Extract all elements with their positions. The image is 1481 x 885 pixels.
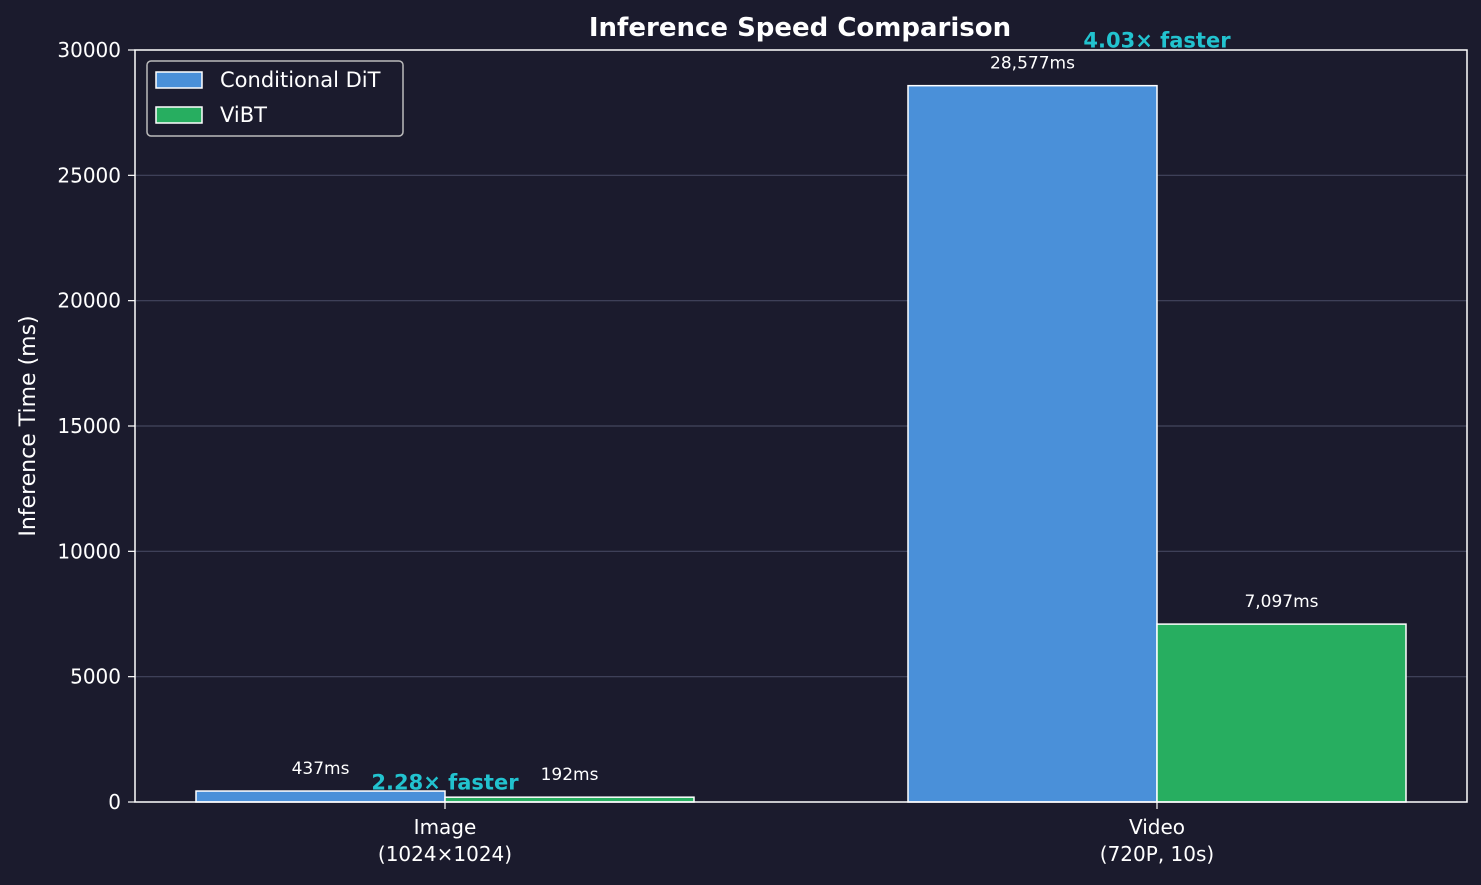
- y-tick-label: 15000: [57, 414, 121, 438]
- y-tick-label: 30000: [57, 38, 121, 62]
- bar-conditional-dit: [907, 84, 1158, 803]
- legend-box: [146, 60, 404, 137]
- axes: 0 5000 10000 15000 20000 25000 30000 Image (1024…: [57, 38, 1468, 866]
- bar-value-labels: 437ms 28,577ms 192ms 7,097ms: [292, 54, 1319, 786]
- bar-value-label: 28,577ms: [990, 54, 1075, 74]
- legend-label: Conditional DiT: [220, 68, 381, 92]
- bar-value-label: 437ms: [292, 759, 350, 779]
- legend-label: ViBT: [220, 103, 267, 127]
- speedup-annotations: 2.28× faster 4.03× faster: [371, 28, 1231, 794]
- y-tick-label: 25000: [57, 163, 121, 187]
- bar-vibt: [1156, 623, 1407, 803]
- y-tick-label: 20000: [57, 289, 121, 313]
- x-tick-label: Image (1024×1024): [378, 815, 512, 866]
- y-tick-label: 0: [108, 790, 121, 814]
- legend-swatch: [155, 71, 203, 89]
- x-tick-label: Video (720P, 10s): [1100, 815, 1214, 866]
- y-tick-label: 10000: [57, 539, 121, 563]
- legend-swatch: [155, 106, 203, 124]
- bar-value-label: 7,097ms: [1244, 592, 1318, 612]
- speedup-annotation: 4.03× faster: [1083, 28, 1231, 52]
- plot-frame: [134, 49, 1468, 803]
- y-axis-label: Inference Time (ms): [16, 315, 41, 536]
- chart-title: Inference Speed Comparison: [589, 13, 1011, 43]
- bar-value-label: 192ms: [541, 765, 599, 785]
- bars: [195, 84, 1407, 803]
- y-tick-label: 5000: [70, 665, 121, 689]
- legend: Conditional DiT ViBT: [146, 60, 404, 137]
- speedup-annotation: 2.28× faster: [371, 770, 519, 794]
